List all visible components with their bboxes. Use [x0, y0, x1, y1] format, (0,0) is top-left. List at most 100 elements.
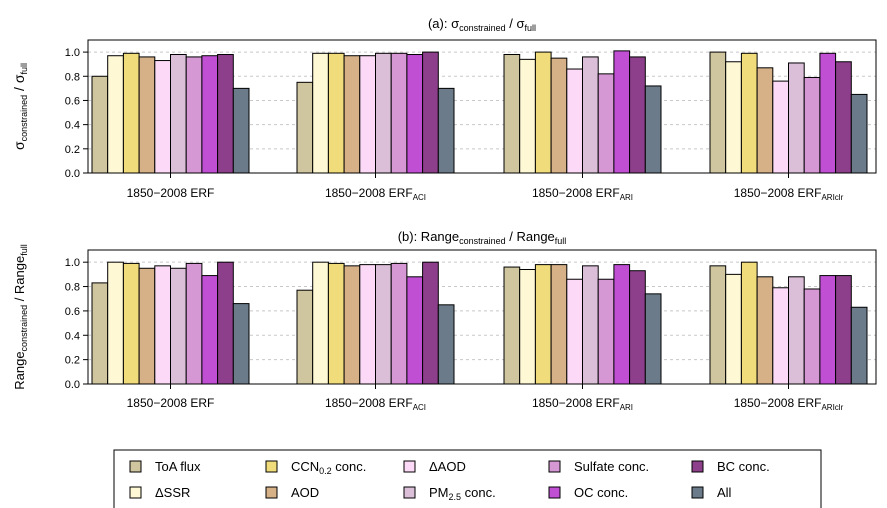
bar-3-3 — [756, 67, 774, 174]
x-tick-label: 1850−2008 ERFARI — [532, 396, 633, 412]
bar-3-9 — [850, 306, 868, 385]
legend-swatch — [403, 486, 416, 499]
bar-3-5 — [788, 62, 805, 174]
y-axis-label: Rangeconstrained / Rangefull — [12, 244, 29, 390]
y-tick-label: 0.0 — [65, 379, 80, 391]
bar-3-6 — [803, 76, 821, 174]
legend-label: PM2.5 conc. — [429, 485, 496, 502]
bar-0-9 — [232, 303, 250, 385]
bar-2-6 — [597, 73, 615, 174]
x-tick-label: 1850−2008 ERF — [127, 396, 215, 410]
bar-1-3 — [343, 265, 361, 385]
legend-swatch — [691, 460, 704, 473]
bar-2-4 — [566, 68, 583, 174]
legend-label: CCN0.2 conc. — [291, 459, 366, 476]
bar-3-1 — [725, 61, 742, 174]
bar-0-3 — [138, 56, 156, 174]
bar-1-4 — [359, 55, 376, 174]
bar-0-1 — [107, 55, 124, 174]
bar-0-8 — [217, 54, 234, 174]
bar-1-4 — [359, 264, 376, 385]
legend-label: AOD — [291, 485, 319, 500]
legend-swatch — [265, 486, 278, 499]
bar-2-4 — [566, 278, 583, 385]
x-tick-label: 1850−2008 ERFARIclr — [734, 186, 844, 202]
y-tick-label: 0.4 — [65, 120, 80, 132]
bar-1-2 — [327, 52, 345, 174]
chart-title: (a): σconstrained / σfull — [428, 16, 536, 33]
bar-2-9 — [644, 85, 662, 174]
bar-0-6 — [185, 56, 203, 174]
bar-2-2 — [534, 264, 552, 385]
y-tick-label: 0.2 — [65, 355, 80, 367]
bar-0-7 — [201, 275, 219, 385]
bar-1-7 — [406, 276, 424, 385]
bar-0-5 — [170, 267, 187, 385]
x-tick-label: 1850−2008 ERF — [127, 186, 215, 200]
bar-3-2 — [740, 261, 758, 385]
bar-2-8 — [629, 270, 646, 385]
y-tick-label: 0.4 — [65, 330, 80, 342]
bar-1-2 — [327, 262, 345, 385]
bar-2-1 — [519, 268, 536, 385]
chart-panel-b: 0.0 0.2 0.4 0.6 0.8 1.0 1850−2008 ERF 1850−2008… — [12, 229, 877, 412]
bar-3-8 — [835, 275, 852, 385]
legend-swatch — [548, 460, 561, 473]
bar-2-3 — [550, 57, 568, 174]
bar-0-6 — [185, 262, 203, 385]
bar-3-7 — [819, 275, 837, 385]
bar-2-8 — [629, 56, 646, 174]
bar-1-0 — [296, 81, 314, 174]
legend-swatch — [265, 460, 278, 473]
bar-0-8 — [217, 261, 234, 385]
y-tick-label: 0.8 — [65, 71, 80, 83]
legend-label: ΔAOD — [429, 459, 466, 474]
y-tick-label: 0.0 — [65, 168, 80, 180]
bar-3-2 — [740, 52, 758, 174]
bar-2-5 — [582, 56, 599, 174]
x-tick-label: 1850−2008 ERFACI — [325, 186, 426, 202]
bar-2-0 — [503, 266, 521, 385]
bar-1-5 — [375, 52, 392, 174]
legend-swatch — [691, 486, 704, 499]
bar-3-0 — [709, 51, 727, 174]
bar-2-2 — [534, 51, 552, 174]
legend: ToA flux ΔSSR CCN0.2 conc. AOD ΔAOD PM2.5 con… — [113, 449, 822, 508]
bar-3-0 — [709, 265, 727, 385]
bar-0-3 — [138, 267, 156, 385]
y-tick-label: 1.0 — [65, 257, 80, 269]
bar-1-8 — [422, 261, 439, 385]
bar-1-7 — [406, 54, 424, 174]
bar-2-5 — [582, 265, 599, 385]
bar-2-6 — [597, 278, 615, 385]
bar-1-1 — [312, 52, 329, 174]
x-tick-label: 1850−2008 ERFARI — [532, 186, 633, 202]
bar-2-1 — [519, 58, 536, 174]
y-tick-label: 1.0 — [65, 47, 80, 59]
bar-2-3 — [550, 264, 568, 385]
plot-frame — [87, 249, 877, 385]
bar-1-3 — [343, 55, 361, 174]
legend-label: ΔSSR — [155, 485, 190, 500]
bar-0-0 — [91, 75, 109, 174]
legend-swatch — [548, 486, 561, 499]
legend-label: All — [717, 485, 732, 500]
bar-0-1 — [107, 261, 124, 385]
legend-swatch — [129, 460, 142, 473]
plot-frame — [87, 39, 877, 174]
bar-3-3 — [756, 276, 774, 385]
bar-0-4 — [154, 60, 172, 174]
bar-3-4 — [772, 287, 789, 385]
legend-label: OC conc. — [574, 485, 628, 500]
y-tick-label: 0.6 — [65, 95, 80, 107]
y-tick-label: 0.2 — [65, 144, 80, 156]
bar-1-9 — [437, 304, 455, 385]
legend-swatch — [129, 486, 142, 499]
bar-0-5 — [170, 54, 187, 174]
bar-1-6 — [390, 52, 408, 174]
chart-title: (b): Rangeconstrained / Rangefull — [398, 229, 567, 246]
bar-0-4 — [154, 265, 172, 385]
bar-1-1 — [312, 261, 329, 385]
bar-0-2 — [122, 52, 140, 174]
